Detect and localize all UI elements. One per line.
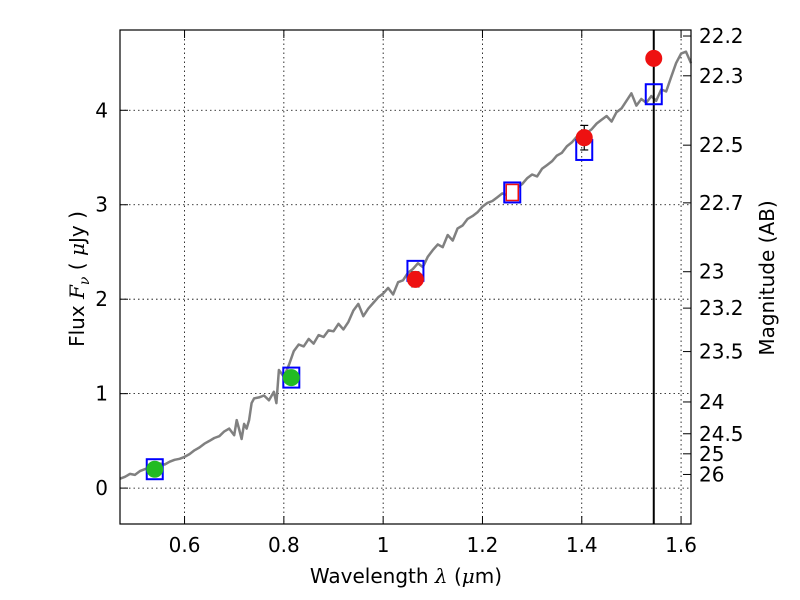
mag-tick-label: 22.7 — [699, 191, 744, 215]
x-axis-label: Wavelength λ (μm) — [310, 564, 502, 588]
x-tick-label: 1.6 — [665, 533, 697, 557]
observed-flux-point — [146, 460, 164, 478]
x-tick-label: 1.2 — [467, 533, 499, 557]
axis-ticks: 0.6 0.8 1 1.2 1.4 1.60123422.222.322.522.7232… — [95, 24, 743, 557]
mag-tick-label: 25 — [699, 442, 724, 466]
y-tick-label: 2 — [95, 287, 108, 311]
data-series — [119, 30, 693, 524]
grid-lines — [120, 30, 691, 524]
mag-tick-label: 22.3 — [699, 64, 744, 88]
y-tick-label: 4 — [95, 98, 108, 122]
observed-flux-point — [282, 369, 300, 387]
y-tick-label: 1 — [95, 382, 108, 406]
observed-flux-point — [406, 270, 424, 288]
x-tick-label: 0.8 — [268, 533, 300, 557]
model-flux-square — [644, 83, 663, 106]
mag-tick-label: 23.2 — [699, 296, 744, 320]
mag-tick-label: 26 — [699, 462, 724, 486]
magnitude-axis-label: Magnitude (AB) — [755, 200, 779, 355]
mag-tick-label: 22.5 — [699, 133, 744, 157]
x-tick-label: 0.6 — [169, 533, 201, 557]
mag-tick-label: 24 — [699, 390, 724, 414]
template-spectrum-line — [119, 50, 693, 480]
plot-frame — [119, 29, 692, 525]
mag-tick-label: 22.2 — [699, 24, 744, 48]
mag-tick-label: 23.5 — [699, 340, 744, 364]
x-tick-label: 1.4 — [566, 533, 598, 557]
model-flux-square — [503, 181, 522, 204]
observed-flux-open-marker — [505, 183, 520, 202]
mag-tick-label: 23 — [699, 260, 724, 284]
y-axis-label: Flux Fν ( μJy ) — [65, 211, 93, 347]
observed-flux-point — [575, 129, 593, 147]
mag-tick-label: 24.5 — [699, 422, 744, 446]
observed-flux-point — [645, 49, 663, 67]
y-tick-label: 0 — [95, 476, 108, 500]
y-tick-label: 3 — [95, 193, 108, 217]
x-tick-label: 1 — [377, 533, 390, 557]
